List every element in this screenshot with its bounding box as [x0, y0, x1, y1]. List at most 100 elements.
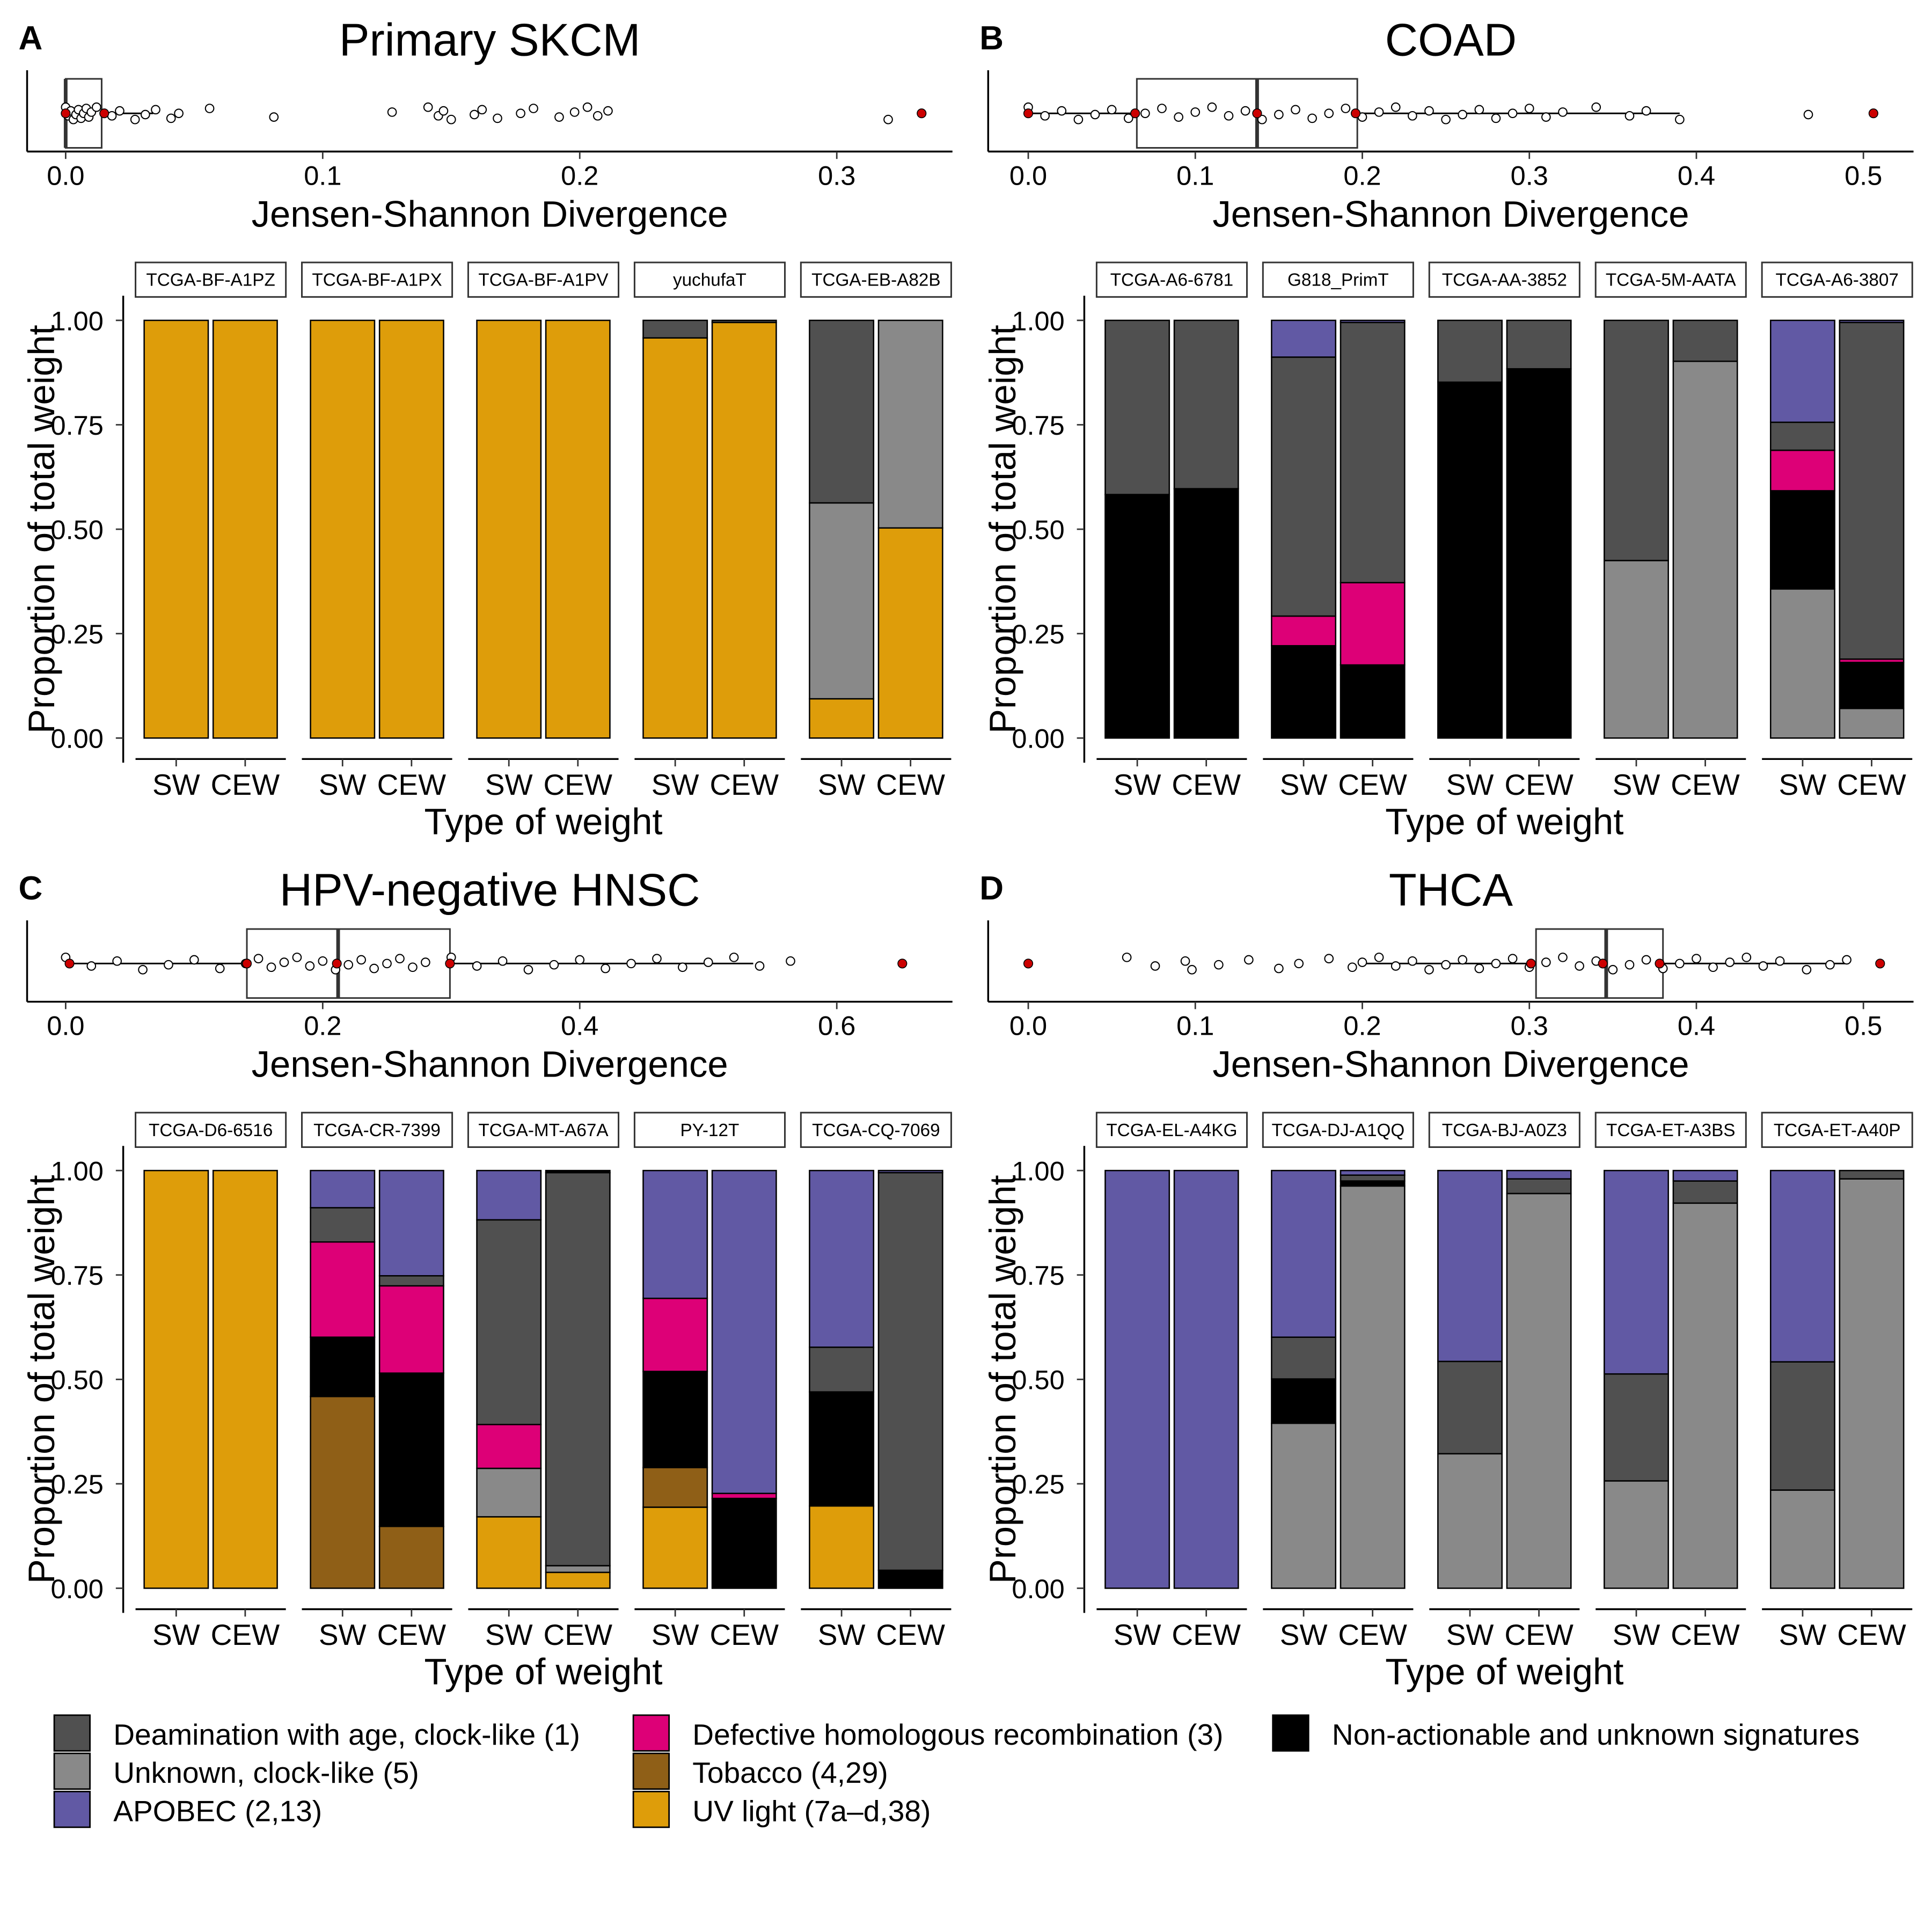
strip-x-tick-label: 0.2	[1343, 160, 1381, 191]
facet-strip-label: TCGA-CR-7399	[313, 1121, 441, 1140]
y-tick-label: 1.00	[51, 1155, 104, 1186]
jsd-point	[1140, 108, 1150, 119]
jsd-point	[446, 114, 456, 125]
x-tick-label: SW	[152, 1618, 200, 1651]
jsd-point	[1073, 114, 1084, 125]
bar-segment-apobec	[1340, 1169, 1406, 1176]
jsd-point	[1224, 111, 1234, 121]
bar-segment-deam	[1340, 321, 1406, 583]
y-tick-label: 0.75	[51, 410, 104, 441]
facet-strip-label: PY-12T	[680, 1121, 740, 1140]
jsd-point	[1324, 954, 1334, 964]
jsd-point	[1347, 962, 1357, 972]
bar-segment-deam	[1672, 1180, 1738, 1204]
strip-x-tick-label: 0.3	[818, 160, 855, 191]
jsd-point	[1608, 965, 1618, 975]
bar-segment-deam	[378, 1275, 444, 1287]
facet-strip-label: TCGA-AA-3852	[1442, 270, 1567, 290]
bar-segment-dhr	[310, 1241, 376, 1338]
legend-label: APOBEC (2,13)	[113, 1794, 322, 1827]
strip-x-tick-label: 0.2	[1343, 1011, 1381, 1041]
facet-strip-label: TCGA-EB-A82B	[811, 270, 940, 290]
jsd-point	[1541, 112, 1551, 122]
x-tick-label: CEW	[876, 1618, 945, 1651]
strip-x-axis-label: Jensen-Shannon Divergence	[252, 1044, 728, 1085]
jsd-point	[408, 962, 418, 972]
panel-title: COAD	[1385, 14, 1517, 65]
facet-strip-label: TCGA-BF-A1PZ	[146, 270, 275, 290]
bar-segment-tob	[642, 1467, 708, 1508]
jsd-point	[421, 957, 430, 967]
highlighted-point	[897, 958, 908, 969]
jsd-point	[1274, 109, 1284, 120]
jsd-point	[755, 961, 765, 971]
facet-strip-box	[1262, 261, 1414, 298]
jsd-point	[112, 956, 122, 966]
jsd-point	[582, 102, 592, 112]
y-tick-label: 0.50	[51, 514, 104, 545]
legend-item: Deamination with age, clock-like (1)	[53, 1714, 580, 1752]
x-tick-label: CEW	[1837, 768, 1906, 801]
bar-segment-unk5	[476, 1467, 542, 1518]
jsd-point	[549, 960, 559, 970]
bar-segment-apobec	[476, 1169, 542, 1221]
bar-segment-apobec	[378, 1169, 444, 1277]
y-tick-label: 1.00	[1012, 1155, 1064, 1186]
panel-b: B COAD 0.0 0.1 0.2 0.3 0.4 0.5 Jensen-Shannon Di…	[979, 14, 1914, 842]
bar-segment-apobec	[1437, 1169, 1503, 1363]
jsd-point	[493, 113, 502, 123]
panel-c: C HPV-negative HNSC 0.0 0.2 0.4 0.6 Jensen-Sha…	[18, 865, 953, 1693]
bar-segment-dhr	[1769, 449, 1835, 492]
jsd-point	[1180, 956, 1190, 966]
facet-strip-label: TCGA-5M-AATA	[1606, 270, 1737, 290]
facet: TCGA-EB-A82B SW CEW	[800, 261, 952, 801]
highlighted-point	[1252, 108, 1262, 119]
y-tick-label: 0.00	[51, 1574, 104, 1604]
jsd-strip-plot: 0.0 0.1 0.2 0.3 0.4 0.5 Jensen-Shannon Diverge…	[987, 70, 1914, 235]
panel-title: THCA	[1389, 865, 1513, 916]
facet: TCGA-BF-A1PX SW CEW	[301, 261, 453, 801]
strip-x-tick-label: 0.3	[1511, 160, 1548, 191]
jsd-point	[1374, 953, 1384, 962]
jsd-point	[318, 956, 328, 966]
jsd-point	[1758, 961, 1768, 971]
bar-segment-dhr	[642, 1298, 708, 1372]
jsd-point	[1240, 106, 1250, 116]
bar-segment-deam	[310, 1207, 376, 1243]
strip-x-tick-label: 0.5	[1845, 160, 1882, 191]
bar-segment-uv	[310, 319, 376, 739]
y-axis-label: Proportion of total weight	[21, 1175, 62, 1584]
facet-strip-label: TCGA-BF-A1PX	[312, 270, 442, 290]
jsd-point	[883, 114, 893, 125]
facet: TCGA-CQ-7069 SW CEW	[800, 1111, 952, 1651]
jsd-point	[477, 105, 487, 115]
x-tick-label: SW	[1779, 768, 1827, 801]
bar-segment-deam	[1839, 321, 1905, 660]
x-tick-label: SW	[152, 768, 200, 801]
bar-segment-deam	[1769, 1361, 1835, 1491]
bar-segment-tob	[310, 1395, 376, 1589]
jsd-point	[1458, 955, 1468, 965]
legend: Deamination with age, clock-like (1) Unkn…	[53, 1714, 1860, 1828]
bar-segment-deam	[1506, 319, 1572, 370]
bar-segment-nonact	[1173, 488, 1239, 739]
bar-segment-deam	[1604, 1373, 1669, 1482]
strip-x-tick-label: 0.1	[304, 160, 341, 191]
y-tick-label: 0.25	[51, 1469, 104, 1499]
jsd-point	[253, 954, 264, 964]
y-tick-label: 0.50	[1012, 514, 1064, 545]
jsd-point	[1775, 956, 1785, 966]
facet-strip-label: yuchufaT	[673, 270, 747, 290]
jsd-point	[91, 102, 101, 112]
jsd-point	[1558, 953, 1568, 962]
x-tick-label: CEW	[544, 1618, 613, 1651]
y-tick-label: 1.00	[1012, 305, 1064, 336]
jsd-point	[1057, 106, 1067, 116]
bar-segment-deam	[545, 1172, 611, 1567]
legend-label: Tobacco (4,29)	[692, 1756, 888, 1789]
jsd-point	[1524, 104, 1534, 113]
bar-segment-nonact	[1340, 1180, 1406, 1187]
bar-segment-dhr	[476, 1424, 542, 1469]
facet-strip-box	[1095, 261, 1248, 298]
bar-segment-unk5	[1672, 360, 1738, 739]
